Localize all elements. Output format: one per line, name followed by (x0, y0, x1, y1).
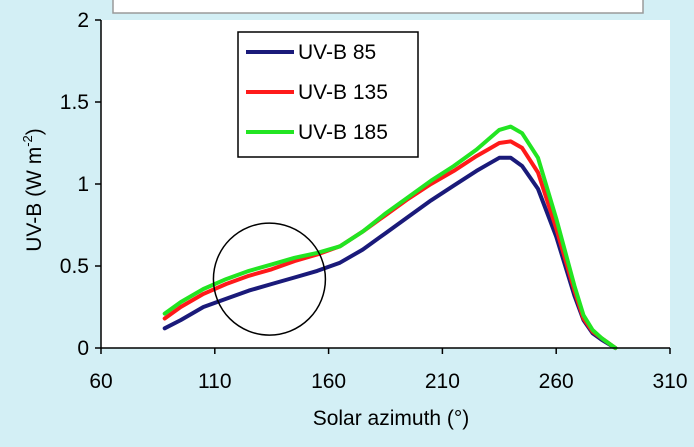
legend-label-3: UV-B 185 (298, 121, 388, 144)
y-tick-label: 0.5 (60, 255, 89, 278)
legend-label-1: UV-B 85 (298, 41, 376, 64)
y-axis-label-close: ) (23, 128, 46, 135)
y-axis-label-superscript: -2 (20, 135, 35, 147)
x-tick-label: 310 (652, 370, 687, 393)
legend: UV-B 85 UV-B 135 UV-B 185 (237, 31, 419, 158)
x-tick-label: 110 (198, 370, 231, 393)
y-axis-label: UV-B (W m-2) (20, 128, 46, 252)
x-tick-label: 210 (425, 370, 460, 393)
y-tick-label: 0 (77, 337, 89, 360)
y-axis-label-main: UV-B (W m (23, 147, 46, 252)
axes-layer: 60 110 160 210 260 310 0 0.5 1 1.5 2 (60, 9, 688, 393)
y-tick-label: 1 (77, 173, 89, 196)
top-panel-fragment (112, 0, 644, 14)
x-tick-label: 60 (89, 370, 112, 393)
y-tick-label: 1.5 (60, 91, 89, 114)
series-line-3 (162, 124, 618, 350)
legend-label-2: UV-B 135 (298, 81, 388, 104)
x-tick-label: 260 (539, 370, 574, 393)
y-tick-label: 2 (77, 9, 89, 32)
x-axis-label: Solar azimuth (°) (313, 407, 470, 430)
annotation-circle (212, 222, 327, 336)
x-tick-label: 160 (311, 370, 346, 393)
